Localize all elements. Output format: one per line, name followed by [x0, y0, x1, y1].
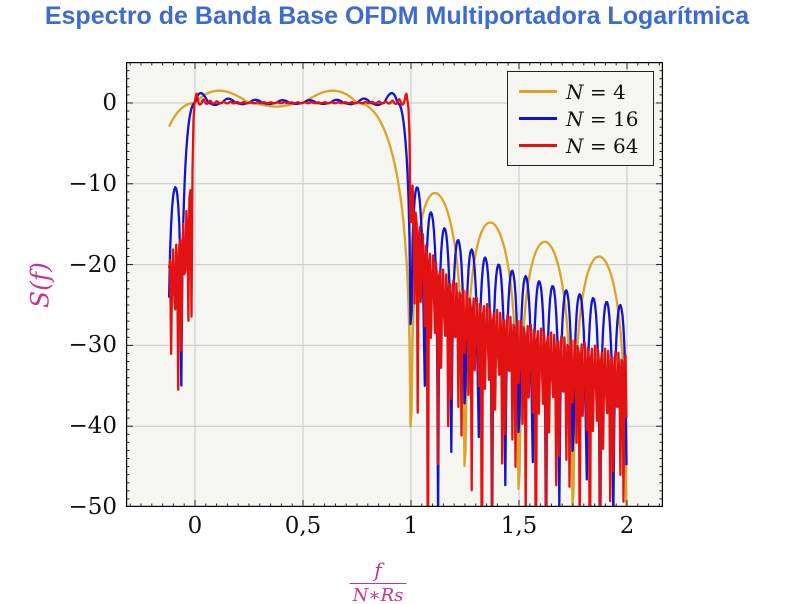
y-axis-label: S(f) — [25, 262, 55, 308]
series-line-N64 — [167, 92, 628, 507]
y-tick-label: −20 — [68, 251, 117, 278]
legend-line-sample — [519, 90, 557, 93]
x-axis-label: f N∗Rs — [349, 558, 407, 604]
legend-label: N = 4 — [566, 79, 626, 104]
legend-line-sample — [519, 117, 557, 120]
spectrum-curves — [167, 89, 628, 507]
x-tick-label: 1 — [403, 513, 419, 539]
y-tick-label: −50 — [68, 494, 117, 520]
x-axis-label-numerator: f — [374, 558, 382, 582]
x-tick-label: 1,5 — [500, 513, 538, 539]
x-tick-label: 0,5 — [284, 513, 322, 539]
x-tick-label: 0 — [187, 513, 203, 539]
legend-line-sample — [519, 144, 557, 147]
chart-title: Espectro de Banda Base OFDM Multiportado… — [44, 2, 750, 30]
legend-label: N = 16 — [566, 106, 639, 131]
y-tick-label: −30 — [68, 332, 117, 359]
x-tick-label: 2 — [619, 513, 635, 539]
y-tick-label: −40 — [68, 413, 117, 440]
legend-entry: N = 16 — [519, 107, 653, 131]
y-tick-label: −10 — [68, 170, 117, 197]
plot-frame — [126, 62, 663, 507]
legend-entry: N = 4 — [519, 80, 653, 104]
x-axis-label-denominator: N∗Rs — [349, 583, 407, 604]
y-tick-label: 0 — [102, 89, 117, 116]
legend-entry: N = 64 — [519, 134, 653, 158]
series-line-N4 — [168, 89, 628, 507]
legend-label: N = 64 — [566, 133, 639, 158]
